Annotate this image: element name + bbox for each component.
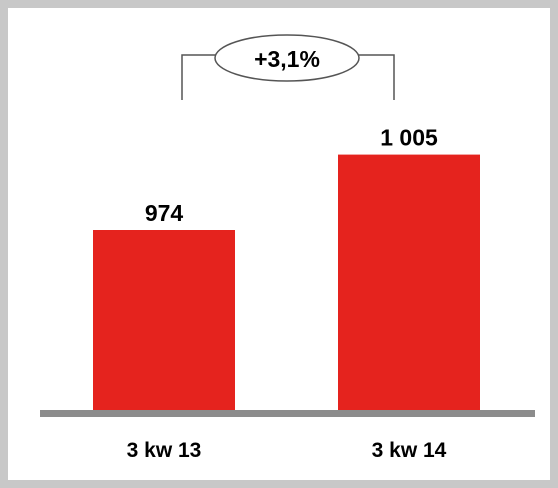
bar-3-kw-13 bbox=[93, 230, 235, 410]
value-label-3-kw-14: 1 005 bbox=[380, 125, 438, 151]
category-label-3-kw-14: 3 kw 14 bbox=[372, 439, 447, 462]
comparison-bracket-right bbox=[358, 54, 395, 100]
comparison-bracket bbox=[181, 54, 218, 100]
change-label: +3,1% bbox=[254, 46, 320, 72]
baseline bbox=[40, 410, 535, 417]
category-label-3-kw-13: 3 kw 13 bbox=[127, 439, 202, 462]
value-label-3-kw-13: 974 bbox=[145, 200, 184, 226]
change-badge bbox=[214, 34, 360, 82]
bar-3-kw-14 bbox=[338, 154, 480, 410]
